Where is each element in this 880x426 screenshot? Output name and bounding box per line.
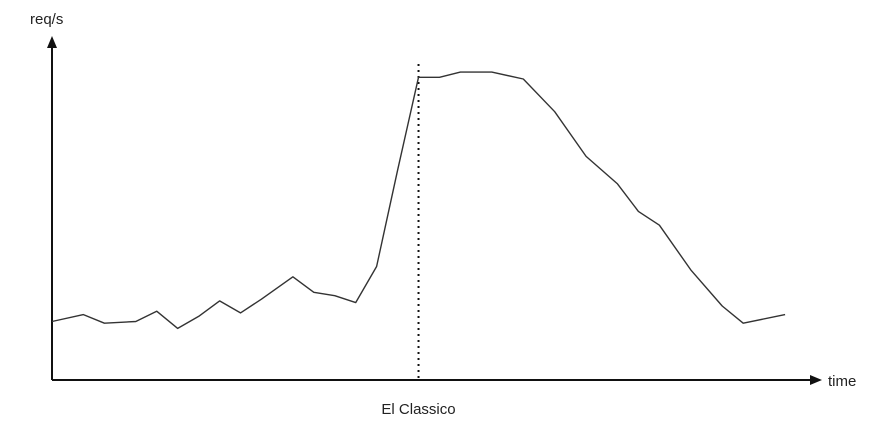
y-axis-arrow [47, 36, 57, 48]
series-layer [51, 71, 786, 330]
series-line-0 [51, 71, 786, 330]
annotation-layer: El Classico [381, 64, 456, 418]
axes: req/s time [30, 11, 856, 390]
y-axis-label: req/s [30, 11, 63, 28]
event-marker-label: El Classico [381, 401, 455, 418]
x-axis-label: time [828, 373, 856, 390]
x-axis-arrow [810, 375, 822, 385]
